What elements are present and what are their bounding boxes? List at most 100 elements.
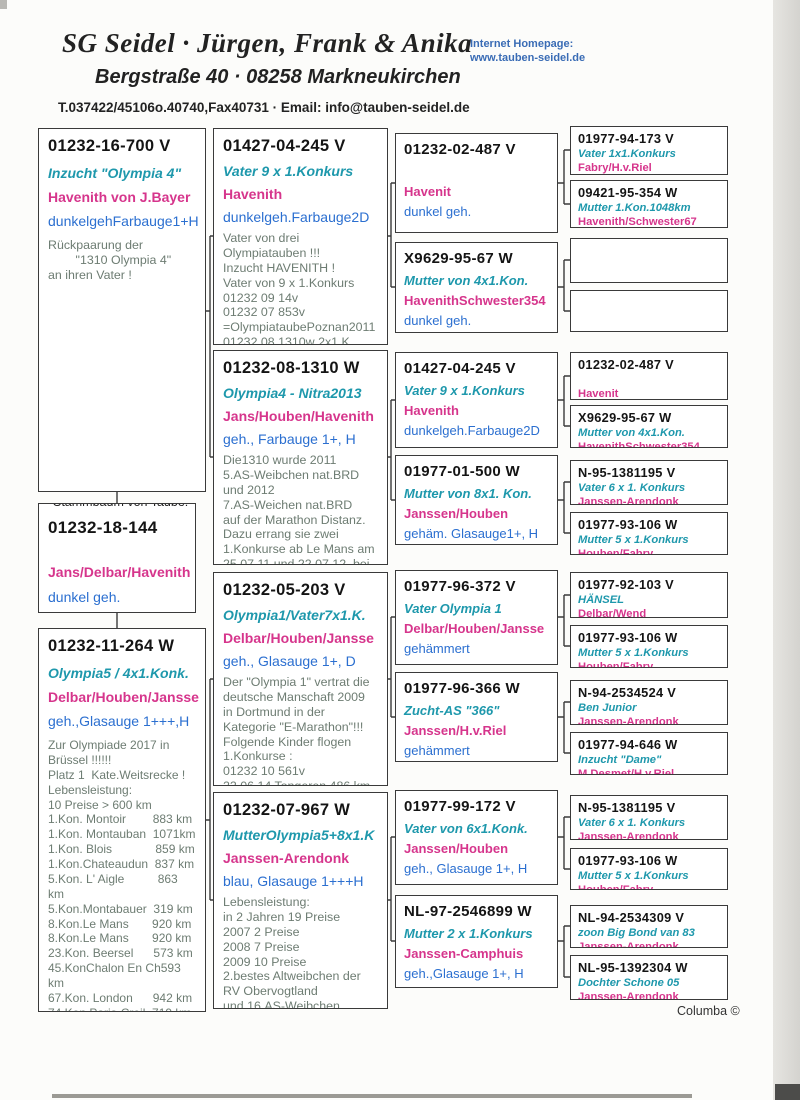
bird-strain: Janssen/Houben: [404, 841, 509, 856]
ring-number: 01977-96-366 W: [404, 680, 520, 697]
ring-number: 01977-93-106 W: [578, 853, 678, 868]
bird-color: dunkel geh.: [404, 313, 472, 328]
bird-strain: Jans/Houben/Havenith: [223, 408, 374, 424]
ring-number: 01977-92-103 V: [578, 577, 674, 592]
pedigree-box-gen4-7: N-95-1381195 V Vater 6 x 1. Konkurs Jans…: [570, 460, 728, 505]
ring-number: 01232-08-1310 W: [223, 359, 360, 377]
bird-title: Vater 1x1.Konkurs: [578, 148, 676, 160]
bird-title: Inzucht "Olympia 4": [48, 165, 182, 181]
bird-strain: Havenit: [404, 184, 451, 199]
bird-strain: Delbar/Houben/Jansse: [404, 621, 545, 636]
pedigree-box-gen2-2: 01232-08-1310 W Olympia4 - Nitra2013 Jan…: [213, 350, 388, 565]
pedigree-box-gen2-1: 01427-04-245 V Vater 9 x 1.Konkurs Haven…: [213, 128, 388, 345]
ring-number: 01232-02-487 V: [404, 141, 516, 158]
bird-performance-list: Zur Olympiade 2017 in Brüssel !!!!!! Pla…: [48, 738, 196, 1011]
bird-title: Vater 6 x 1. Konkurs: [578, 482, 686, 494]
bird-color: gehäm. Glasauge1+, H: [404, 526, 539, 541]
ring-number: 09421-95-354 W: [578, 185, 678, 200]
bird-notes: Vater von drei Olympiatauben !!! Inzucht…: [223, 231, 376, 345]
bird-color: dunkel geh.: [48, 589, 121, 605]
bird-title: MutterOlympia5+8x1.K: [223, 827, 375, 843]
pedigree-box-gen2-4: 01232-07-967 W MutterOlympia5+8x1.K Jans…: [213, 792, 388, 1009]
bird-title: Olympia5 / 4x1.Konk.: [48, 665, 189, 681]
bird-title: [578, 297, 721, 310]
bird-color: blau, Glasauge 1+++H: [223, 873, 364, 889]
letterhead-address: Bergstraße 40 · 08258 Markneukirchen: [95, 66, 461, 88]
bird-title: HÄNSEL: [578, 594, 624, 606]
bird-title: Mutter 1.Kon.1048km: [578, 202, 691, 214]
bird-notes: Der "Olympia 1" vertrat die deutsche Man…: [223, 675, 370, 785]
ring-number: NL-95-1392304 W: [578, 960, 688, 975]
ring-number: 01977-99-172 V: [404, 798, 516, 815]
bird-strain: Janssen-Arendonk: [578, 941, 679, 948]
bird-color: geh.,Glasauge 1+++,H: [48, 713, 190, 729]
bird-color: dunkelgehFarbauge1+H: [48, 213, 199, 229]
ring-number: 01427-04-245 V: [223, 137, 346, 155]
pedigree-box-gen4-10: 01977-93-106 W Mutter 5 x 1.Konkurs Houb…: [570, 625, 728, 668]
pedigree-box-gen4-4: [570, 290, 728, 332]
bird-color: dunkelgeh.Farbauge2D: [223, 209, 370, 225]
bird-title: Dochter Schone 05: [578, 977, 680, 989]
bird-title: [578, 374, 721, 387]
ring-number: N-95-1381195 V: [578, 800, 676, 815]
bird-strain: Jans/Delbar/Havenith: [48, 564, 191, 580]
scanner-corner-mark: [775, 1084, 800, 1100]
ring-number: 01232-18-144: [48, 518, 158, 537]
bird-notes: Die1310 wurde 2011 5.AS-Weibchen nat.BRD…: [223, 453, 375, 565]
bird-title: Mutter von 4x1.Kon.: [404, 273, 529, 288]
bird-title: Zucht-AS "366": [404, 703, 500, 718]
ring-number: 01232-11-264 W: [48, 637, 175, 655]
pedigree-box-gen4-8: 01977-93-106 W Mutter 5 x 1.Konkurs Houb…: [570, 512, 728, 555]
ring-number: 01232-02-487 V: [578, 357, 674, 372]
ring-number: N-95-1381195 V: [578, 465, 676, 480]
scanner-bottom-edge: [52, 1094, 692, 1098]
bird-title: Inzucht "Dame": [578, 754, 662, 766]
root-box-legend: Stammbaum von Taube:: [48, 504, 194, 509]
bird-strain: Fabry/H.v.Riel: [578, 162, 652, 174]
bird-strain: Delbar/Houben/Jansse: [48, 689, 199, 705]
bird-strain: Janssen-Arendonk: [223, 850, 350, 866]
bird-title: Mutter von 4x1.Kon.: [578, 427, 685, 439]
pedigree-box-gen3-3: 01427-04-245 V Vater 9 x 1.Konkurs Haven…: [395, 352, 558, 448]
bird-color: gehämmert: [404, 641, 470, 656]
bird-strain: Havenith: [223, 186, 283, 202]
bird-strain: Houben/Fabry: [578, 884, 654, 890]
bird-title: zoon Big Bond van 83: [578, 927, 695, 939]
bird-color: geh., Glasauge 1+, D: [223, 653, 356, 669]
pedigree-box-gen3-1: 01232-02-487 V Havenit dunkel geh.: [395, 133, 558, 233]
ring-number: 01977-94-646 W: [578, 737, 678, 752]
pedigree-box-root: Stammbaum von Taube: 01232-18-144 Jans/D…: [38, 503, 196, 613]
bird-color: geh., Farbauge 1+, H: [223, 431, 356, 447]
bird-strain: Janssen-Arendonk: [578, 991, 679, 1000]
pedigree-box-gen2-3: 01232-05-203 V Olympia1/Vater7x1.K. Delb…: [213, 572, 388, 786]
pedigree-box-gen3-7: 01977-99-172 V Vater von 6x1.Konk. Janss…: [395, 790, 558, 885]
ring-number: NL-97-2546899 W: [404, 903, 532, 920]
pedigree-box-gen3-8: NL-97-2546899 W Mutter 2 x 1.Konkurs Jan…: [395, 895, 558, 988]
pedigree-box-gen4-11: N-94-2534524 V Ben Junior Janssen-Arendo…: [570, 680, 728, 725]
bird-strain: Houben/Fabry: [578, 548, 654, 555]
pedigree-box-gen4-3: [570, 238, 728, 283]
bird-strain: Delbar/Houben/Jansse: [223, 630, 374, 646]
bird-title: Mutter 5 x 1.Konkurs: [578, 534, 689, 546]
bird-strain: HavenithSchwester354: [578, 441, 700, 448]
bird-title: Mutter 5 x 1.Konkurs: [578, 870, 689, 882]
bird-title: Vater 6 x 1. Konkurs: [578, 817, 686, 829]
pedigree-box-gen4-9: 01977-92-103 V HÄNSEL Delbar/Wend: [570, 572, 728, 618]
letterhead-title: SG Seidel · Jürgen, Frank & Anika: [62, 28, 473, 58]
bird-title: Olympia4 - Nitra2013: [223, 385, 362, 401]
bird-title: [578, 245, 721, 258]
bird-strain: Delbar/Wend: [578, 608, 647, 618]
bird-strain: Janssen-Arendonk: [578, 496, 679, 505]
bird-title: Mutter 2 x 1.Konkurs: [404, 926, 533, 941]
bird-title: [404, 164, 550, 179]
bird-color: geh.,Glasauge 1+, H: [404, 966, 524, 981]
pedigree-box-gen4-1: 01977-94-173 V Vater 1x1.Konkurs Fabry/H…: [570, 126, 728, 175]
bird-strain: HavenithSchwester354: [404, 293, 546, 308]
pedigree-box-gen4-15: NL-94-2534309 V zoon Big Bond van 83 Jan…: [570, 905, 728, 948]
ring-number: N-94-2534524 V: [578, 685, 677, 700]
pedigree-box-gen4-14: 01977-93-106 W Mutter 5 x 1.Konkurs Houb…: [570, 848, 728, 890]
pedigree-box-gen3-6: 01977-96-366 W Zucht-AS "366" Janssen/H.…: [395, 672, 558, 762]
pedigree-box-gen4-13: N-95-1381195 V Vater 6 x 1. Konkurs Jans…: [570, 795, 728, 840]
pedigree-box-sire: 01232-16-700 V Inzucht "Olympia 4" Haven…: [38, 128, 206, 492]
bird-strain: Janssen-Arendonk: [578, 831, 679, 840]
